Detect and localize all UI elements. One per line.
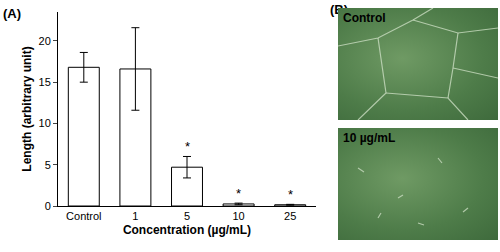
svg-text:Concentration (µg/mL): Concentration (µg/mL) — [123, 223, 251, 237]
svg-text:5: 5 — [184, 210, 190, 222]
html-text:Control: Control — [343, 11, 386, 25]
svg-text:25: 25 — [284, 210, 296, 222]
svg-text:15: 15 — [39, 76, 51, 88]
svg-text:5: 5 — [45, 159, 51, 171]
svg-text:10: 10 — [39, 117, 51, 129]
svg-text:Length (arbitrary unit): Length (arbitrary unit) — [20, 46, 34, 171]
svg-text:20: 20 — [39, 35, 51, 47]
svg-text:*: * — [288, 187, 293, 202]
svg-text:10: 10 — [232, 210, 244, 222]
svg-text:1: 1 — [132, 210, 138, 222]
svg-text:0: 0 — [45, 200, 51, 212]
svg-text:*: * — [185, 139, 190, 154]
svg-text:(A): (A) — [3, 6, 21, 21]
svg-text:Control: Control — [66, 210, 101, 222]
html-text:10 µg/mL: 10 µg/mL — [343, 131, 396, 145]
html-text:(B): (B) — [330, 2, 348, 17]
svg-text:*: * — [236, 186, 241, 201]
